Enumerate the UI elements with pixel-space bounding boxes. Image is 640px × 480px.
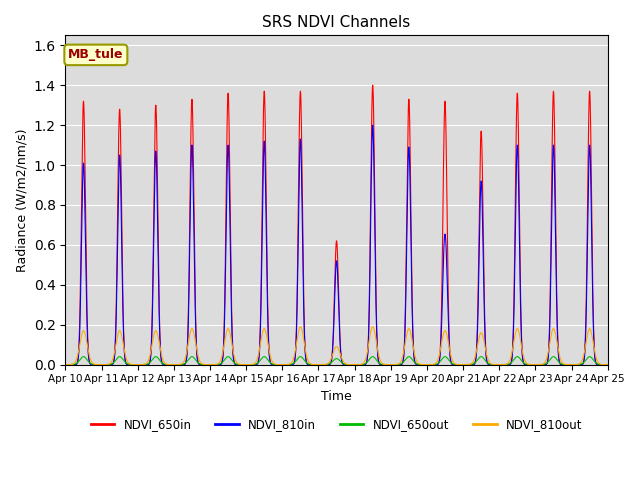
Y-axis label: Radiance (W/m2/nm/s): Radiance (W/m2/nm/s) [15,128,28,272]
Title: SRS NDVI Channels: SRS NDVI Channels [262,15,411,30]
Legend: NDVI_650in, NDVI_810in, NDVI_650out, NDVI_810out: NDVI_650in, NDVI_810in, NDVI_650out, NDV… [86,413,588,436]
Text: MB_tule: MB_tule [68,48,124,61]
X-axis label: Time: Time [321,390,352,403]
